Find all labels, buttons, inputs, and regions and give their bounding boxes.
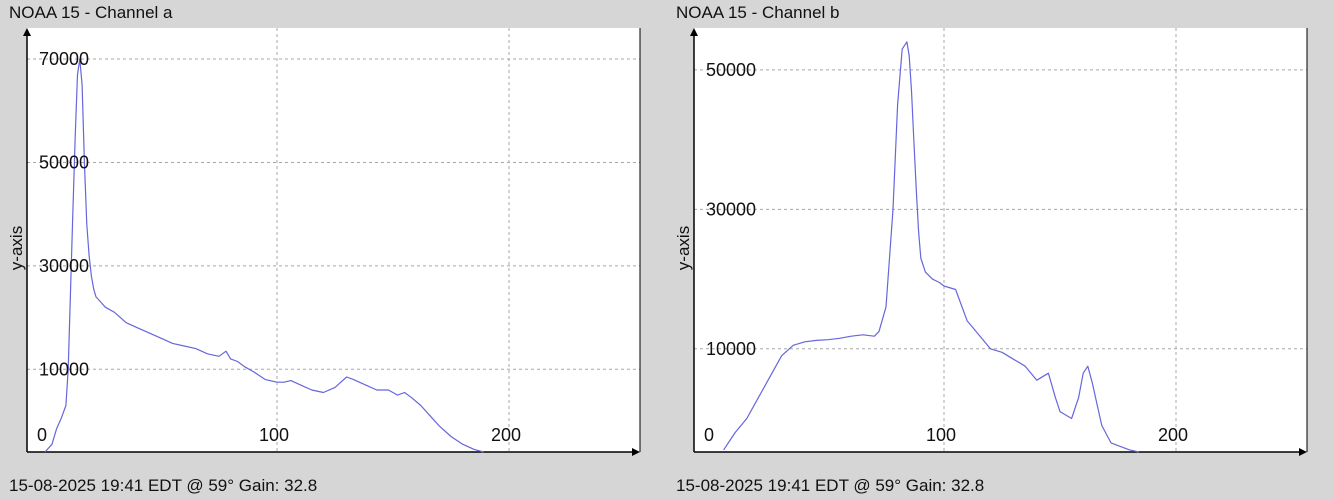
plot-area [27, 28, 640, 452]
y-axis-arrow [23, 28, 31, 36]
x-tick-label: 200 [491, 425, 521, 445]
x-tick-label: 0 [704, 425, 714, 445]
chart-title: NOAA 15 - Channel a [9, 3, 173, 22]
y-tick-label: 50000 [706, 60, 756, 80]
x-tick-label: 100 [259, 425, 289, 445]
series-line [723, 41, 1140, 453]
x-tick-label: 100 [926, 425, 956, 445]
y-tick-label: 30000 [39, 256, 89, 276]
y-tick-label: 70000 [39, 49, 89, 69]
channel-b-plot: 10000 30000 50000 0 100 200 [690, 28, 1308, 456]
series-line [44, 58, 484, 453]
y-tick-label: 10000 [39, 359, 89, 379]
channel-b-panel: NOAA 15 - Channel b y-axis 10000 30000 500… [667, 0, 1334, 500]
chart-footer: 15-08-2025 19:41 EDT @ 59° Gain: 32.8 [676, 476, 985, 495]
x-tick-label: 0 [37, 425, 47, 445]
x-axis-arrow [1299, 448, 1307, 456]
chart-footer: 15-08-2025 19:41 EDT @ 59° Gain: 32.8 [9, 476, 318, 495]
x-tick-label: 200 [1158, 425, 1188, 445]
plot-area [694, 28, 1307, 452]
y-axis-arrow [690, 28, 698, 36]
y-tick-label: 30000 [706, 199, 756, 219]
y-tick-label: 50000 [39, 152, 89, 172]
channel-a-plot: 10000 30000 50000 70000 0 100 200 [23, 28, 641, 456]
y-tick-label: 10000 [706, 339, 756, 359]
chart-title: NOAA 15 - Channel b [676, 3, 840, 22]
x-axis-arrow [632, 448, 640, 456]
channel-a-panel: NOAA 15 - Channel a y-axis 10000 30000 500… [7, 3, 641, 495]
